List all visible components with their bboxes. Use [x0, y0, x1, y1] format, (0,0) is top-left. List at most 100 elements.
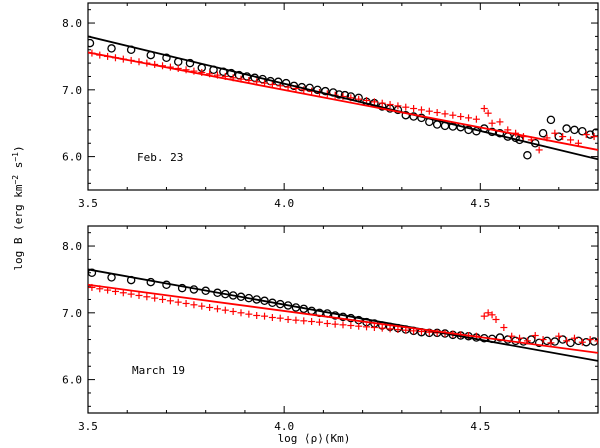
cross-point — [386, 325, 394, 333]
x-axis-label: log ⟨ρ⟩(Km) — [278, 432, 351, 445]
cross-point — [221, 306, 229, 314]
cross-point — [441, 110, 449, 118]
cross-point — [567, 136, 575, 144]
circle-point — [487, 127, 497, 137]
circle-point — [401, 110, 411, 120]
circle-point — [107, 44, 116, 53]
cross-point — [378, 324, 386, 332]
circle-point — [495, 333, 505, 342]
cross-point — [586, 336, 594, 344]
x-tick-label: 4.0 — [274, 420, 294, 433]
circle-point — [313, 85, 322, 95]
cross-point — [370, 98, 378, 106]
cross-point — [488, 119, 496, 127]
x-tick-label: 3.5 — [78, 197, 98, 210]
x-tick-label: 4.5 — [470, 197, 490, 210]
cross-point — [433, 109, 441, 117]
y-tick-label: 8.0 — [62, 240, 82, 253]
cross-point — [315, 318, 323, 326]
cross-point — [159, 295, 167, 303]
cross-point — [500, 324, 508, 332]
circle-point — [162, 53, 171, 63]
cross-point — [402, 103, 410, 111]
cross-point — [472, 115, 480, 123]
cross-point — [570, 334, 578, 342]
circle-point — [330, 311, 340, 320]
cross-point — [292, 316, 300, 324]
red-fit-line — [88, 283, 598, 354]
circle-point — [464, 125, 473, 135]
circle-point — [578, 126, 587, 136]
y-tick-label: 7.0 — [62, 307, 82, 320]
cross-point — [457, 113, 465, 121]
panel-label: Feb. 23 — [137, 151, 183, 164]
cross-point — [582, 131, 590, 139]
cross-point — [563, 337, 571, 345]
cross-point — [284, 316, 292, 323]
cross-point — [539, 336, 547, 344]
circle-point — [346, 313, 356, 323]
cross-point — [417, 106, 425, 114]
cross-point — [465, 114, 473, 122]
cross-point — [480, 312, 488, 320]
circle-point — [88, 268, 97, 277]
y-axis-label: log B (erg km−2 s−1) — [11, 145, 25, 270]
cross-point — [516, 334, 524, 342]
cross-point — [496, 118, 504, 126]
cross-point — [261, 312, 269, 320]
cross-point — [166, 297, 174, 305]
cross-point — [229, 307, 237, 315]
circle-point — [88, 38, 95, 48]
x-tick-label: 4.0 — [274, 197, 294, 210]
circle-point — [546, 115, 556, 125]
cross-point — [323, 320, 331, 328]
circle-point — [558, 335, 567, 344]
red-fit-line — [88, 51, 598, 151]
cross-point — [245, 310, 253, 318]
cross-point — [551, 129, 559, 137]
y-tick-label: 7.0 — [62, 84, 82, 97]
circle-point — [527, 335, 536, 344]
cross-point — [386, 101, 394, 109]
cross-point — [559, 133, 567, 141]
cross-point — [590, 133, 598, 141]
cross-point — [308, 318, 316, 326]
circle-point — [226, 68, 236, 78]
cross-point — [237, 309, 245, 317]
cross-point — [578, 338, 586, 346]
cross-point — [484, 309, 492, 317]
circle-point — [562, 124, 571, 133]
cross-point — [347, 322, 355, 330]
cross-point — [253, 311, 261, 319]
cross-point — [143, 293, 151, 301]
cross-point — [182, 66, 190, 74]
circle-point — [338, 312, 348, 322]
cross-point — [484, 109, 492, 117]
cross-point — [410, 105, 418, 113]
cross-point — [206, 303, 214, 311]
cross-point — [151, 294, 159, 302]
circle-point — [523, 151, 532, 160]
panel-march-19: 6.0 7.0 8.0 3.5 4.0 4.5 March 19 — [62, 225, 599, 433]
cross-point — [425, 107, 433, 115]
cross-point — [394, 102, 402, 110]
panel-feb-23: 6.0 7.0 8.0 3.5 4.0 4.5 Feb. 23 — [62, 2, 599, 210]
cross-point — [508, 332, 516, 340]
plot-area — [88, 268, 598, 362]
cross-point — [547, 339, 555, 347]
cross-point — [276, 314, 284, 322]
cross-point — [182, 299, 190, 307]
black-fit-line — [88, 35, 598, 161]
cross-point — [370, 324, 378, 332]
cross-point — [480, 105, 488, 113]
circle-point — [321, 86, 330, 96]
cross-point — [594, 337, 598, 345]
cross-point — [492, 316, 500, 323]
circle-point — [550, 337, 560, 346]
cross-point — [174, 298, 182, 306]
cross-point — [363, 323, 371, 331]
cross-point — [213, 305, 221, 313]
panel-label: March 19 — [132, 364, 185, 377]
y-tick-label: 6.0 — [62, 374, 82, 387]
